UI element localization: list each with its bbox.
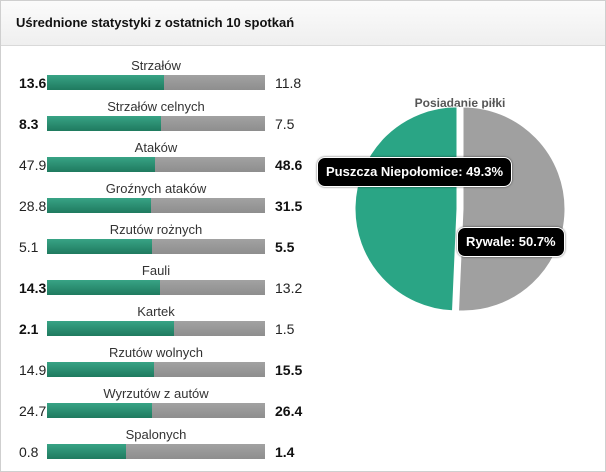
stat-bar-home-fill <box>47 198 151 213</box>
stat-home-value: 28.8 <box>19 198 47 214</box>
stat-home-value: 14.9 <box>19 362 47 378</box>
stat-home-value: 0.8 <box>19 444 39 460</box>
stat-bar-home-fill <box>47 116 161 131</box>
stat-bar <box>47 280 265 295</box>
stat-bar-home-fill <box>47 403 152 418</box>
stat-home-value: 14.3 <box>19 280 47 296</box>
stat-label: Rzutów wolnych <box>109 345 203 360</box>
stat-label: Strzałów <box>131 58 181 73</box>
stat-away-value: 1.4 <box>275 444 295 460</box>
stat-bar-home-fill <box>47 239 152 254</box>
stat-bar <box>47 239 265 254</box>
stat-bar-home-fill <box>47 75 164 90</box>
stat-bar-home-fill <box>47 157 155 172</box>
stat-bar <box>47 157 265 172</box>
stat-bar <box>47 403 265 418</box>
stat-home-value: 13.6 <box>19 75 47 91</box>
stat-home-value: 8.3 <box>19 116 39 132</box>
stat-label: Rzutów rożnych <box>109 222 203 237</box>
stat-bar-home-fill <box>47 362 154 377</box>
stat-bar <box>47 321 265 336</box>
stat-label: Wyrzutów z autów <box>103 386 209 401</box>
stat-label: Spalonych <box>125 427 187 442</box>
stat-home-value: 5.1 <box>19 239 39 255</box>
stat-label: Strzałów celnych <box>107 99 205 114</box>
stat-home-value: 2.1 <box>19 321 39 337</box>
stat-bar-home-fill <box>47 280 160 295</box>
stat-bar <box>47 444 265 459</box>
widget-title: Uśrednione statystyki z ostatnich 10 spo… <box>16 15 295 30</box>
stat-away-value: 26.4 <box>275 403 303 419</box>
stat-bar <box>47 75 265 90</box>
stat-bar-home-fill <box>47 444 126 459</box>
stat-home-value: 24.7 <box>19 403 47 419</box>
stat-bar <box>47 116 265 131</box>
stat-label: Ataków <box>134 140 178 155</box>
stat-bar <box>47 198 265 213</box>
stat-label: Kartek <box>137 304 175 319</box>
stat-label: Groźnych ataków <box>105 181 207 196</box>
stat-away-value: 5.5 <box>275 239 295 255</box>
stat-away-value: 31.5 <box>275 198 303 214</box>
pie-slice-away[interactable] <box>457 106 566 312</box>
stat-bar <box>47 362 265 377</box>
widget-header: Uśrednione statystyki z ostatnich 10 spo… <box>1 1 605 46</box>
stat-bar-home-fill <box>47 321 174 336</box>
stat-away-value: 48.6 <box>275 157 303 173</box>
pie-title: Posiadanie piłki <box>414 96 506 110</box>
stat-away-value: 1.5 <box>275 321 295 337</box>
stat-away-value: 13.2 <box>275 280 303 296</box>
stat-away-value: 7.5 <box>275 116 295 132</box>
stat-home-value: 47.9 <box>19 157 47 173</box>
tooltip-home: Puszcza Niepołomice: 49.3% <box>317 157 513 187</box>
stat-away-value: 15.5 <box>275 362 303 378</box>
pie-slice-home[interactable] <box>354 106 458 312</box>
stat-label: Fauli <box>141 263 171 278</box>
stat-away-value: 11.8 <box>275 75 302 91</box>
tooltip-away: Rywale: 50.7% <box>457 227 565 257</box>
